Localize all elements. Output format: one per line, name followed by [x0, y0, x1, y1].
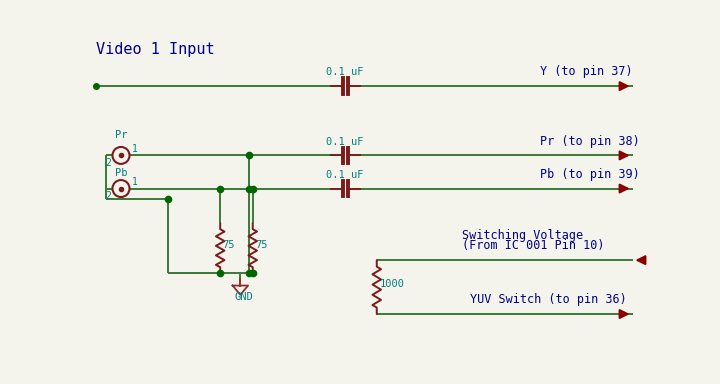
Text: (From IC 001 Pin 10): (From IC 001 Pin 10) — [462, 239, 605, 252]
Text: 2: 2 — [106, 158, 112, 168]
Text: Video 1 Input: Video 1 Input — [96, 42, 215, 57]
Text: Y (to pin 37): Y (to pin 37) — [539, 65, 632, 78]
Text: Pr: Pr — [114, 131, 127, 141]
Text: 75: 75 — [222, 240, 235, 250]
Text: Pb: Pb — [114, 168, 127, 178]
Text: 0.1 uF: 0.1 uF — [326, 170, 364, 180]
Text: 1: 1 — [132, 177, 138, 187]
Text: 1: 1 — [132, 144, 138, 154]
Text: Pb (to pin 39): Pb (to pin 39) — [539, 168, 639, 181]
Text: 0.1 uF: 0.1 uF — [326, 137, 364, 147]
Text: GND: GND — [234, 292, 253, 302]
Text: 1000: 1000 — [380, 279, 405, 289]
Text: Switching Voltage: Switching Voltage — [462, 228, 583, 242]
Text: 2: 2 — [106, 191, 112, 201]
Text: YUV Switch (to pin 36): YUV Switch (to pin 36) — [469, 293, 626, 306]
Text: 0.1 uF: 0.1 uF — [326, 67, 364, 77]
Text: Pr (to pin 38): Pr (to pin 38) — [539, 135, 639, 147]
Text: 75: 75 — [255, 240, 268, 250]
